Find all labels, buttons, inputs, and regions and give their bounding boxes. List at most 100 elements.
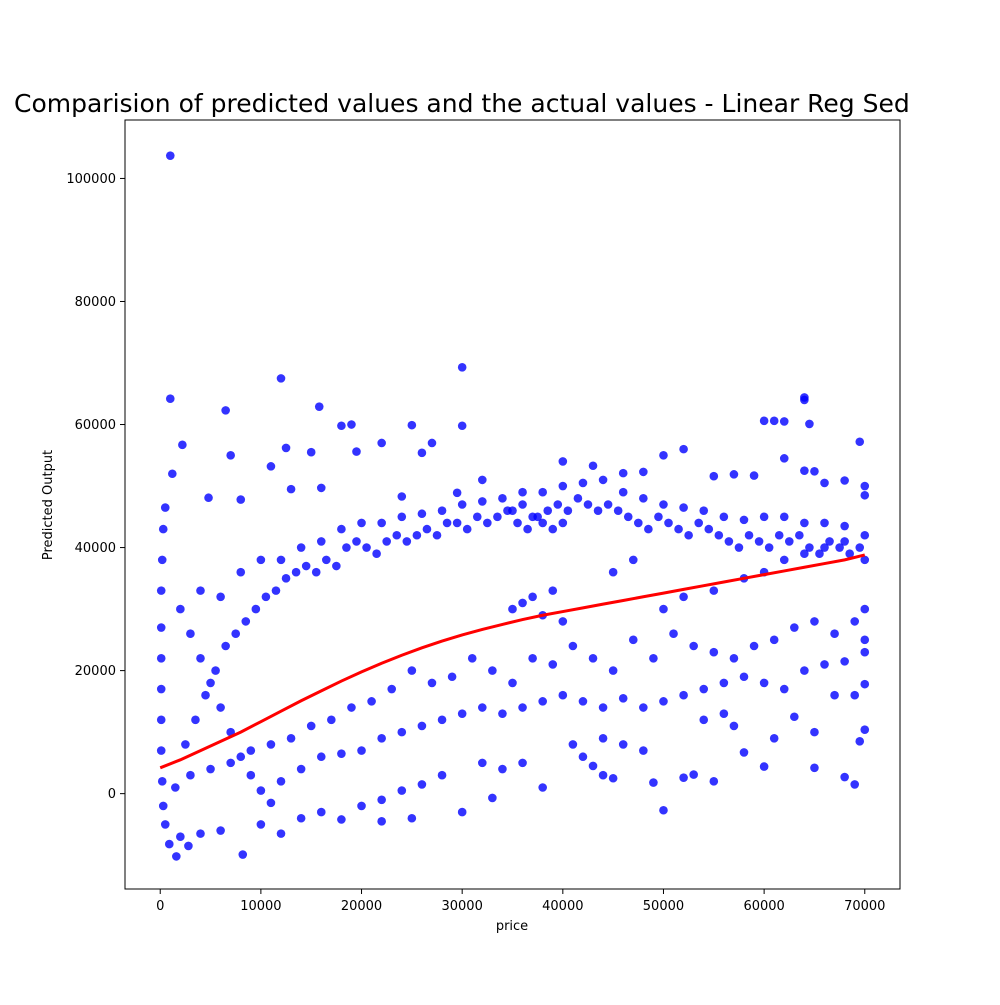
scatter-point bbox=[156, 746, 166, 755]
scatter-point bbox=[684, 530, 693, 540]
scatter-point bbox=[382, 537, 391, 546]
points-layer bbox=[156, 151, 870, 861]
scatter-point bbox=[719, 709, 729, 718]
scatter-point bbox=[855, 737, 865, 746]
scatter-point bbox=[191, 715, 200, 725]
scatter-point bbox=[588, 654, 598, 663]
scatter-point bbox=[314, 402, 324, 411]
scatter-point bbox=[478, 475, 487, 485]
scatter-point bbox=[452, 488, 462, 498]
scatter-point bbox=[779, 555, 789, 565]
scatter-point bbox=[719, 678, 729, 688]
scatter-point bbox=[840, 537, 849, 546]
scatter-point bbox=[598, 703, 608, 712]
scatter-point bbox=[649, 778, 658, 787]
scatter-point bbox=[518, 487, 527, 497]
scatter-point bbox=[407, 813, 417, 823]
scatter-point bbox=[457, 363, 467, 372]
scatter-point bbox=[437, 715, 447, 725]
scatter-point bbox=[558, 457, 568, 466]
scatter-point bbox=[186, 629, 195, 638]
scatter-point bbox=[558, 690, 568, 700]
scatter-point bbox=[739, 748, 749, 757]
scatter-point bbox=[573, 494, 583, 503]
scatter-point bbox=[156, 715, 166, 725]
scatter-point bbox=[664, 518, 673, 528]
scatter-point bbox=[478, 758, 487, 768]
scatter-point bbox=[699, 506, 709, 515]
scatter-point bbox=[679, 444, 688, 454]
scatter-point bbox=[201, 690, 210, 700]
scatter-point bbox=[165, 151, 175, 160]
scatter-point bbox=[689, 641, 698, 651]
plot-frame bbox=[124, 119, 901, 890]
scatter-point bbox=[447, 672, 457, 682]
scatter-point bbox=[347, 703, 356, 712]
scatter-point bbox=[618, 740, 628, 749]
scatter-point bbox=[805, 419, 814, 429]
scatter-point bbox=[498, 764, 507, 774]
x-tick-label: 0 bbox=[156, 899, 164, 914]
scatter-point bbox=[618, 487, 628, 497]
scatter-point bbox=[186, 770, 195, 780]
scatter-point bbox=[352, 447, 361, 456]
scatter-point bbox=[679, 503, 688, 512]
scatter-point bbox=[709, 647, 719, 657]
x-tick-label: 70000 bbox=[844, 899, 885, 914]
scatter-point bbox=[286, 733, 296, 743]
scatter-point bbox=[709, 777, 719, 786]
scatter-point bbox=[659, 450, 668, 460]
scatter-point bbox=[296, 813, 306, 823]
scatter-point bbox=[457, 807, 467, 817]
scatter-point bbox=[417, 780, 427, 789]
scatter-point bbox=[417, 448, 427, 458]
scatter-point bbox=[583, 500, 593, 509]
scatter-point bbox=[815, 549, 824, 559]
scatter-point bbox=[820, 543, 829, 552]
scatter-point bbox=[654, 512, 663, 522]
scatter-point bbox=[226, 758, 235, 768]
scatter-point bbox=[709, 586, 719, 595]
scatter-point bbox=[397, 492, 407, 501]
y-tick-label: 20000 bbox=[75, 664, 116, 679]
scatter-point bbox=[578, 697, 588, 706]
x-tick-label: 20000 bbox=[341, 899, 382, 914]
scatter-point bbox=[337, 815, 346, 824]
scatter-point bbox=[322, 555, 331, 565]
scatter-point bbox=[724, 537, 734, 546]
x-tick-label: 40000 bbox=[542, 899, 583, 914]
scatter-point bbox=[860, 647, 870, 657]
scatter-point bbox=[613, 506, 623, 515]
scatter-point bbox=[422, 524, 432, 534]
scatter-point bbox=[860, 481, 870, 491]
scatter-point bbox=[503, 506, 512, 515]
scatter-point bbox=[316, 807, 326, 817]
scatter-point bbox=[211, 666, 220, 675]
scatter-point bbox=[749, 471, 759, 480]
scatter-point bbox=[156, 586, 166, 595]
scatter-point bbox=[271, 586, 281, 595]
x-tick-label: 30000 bbox=[441, 899, 482, 914]
scatter-point bbox=[478, 497, 487, 506]
y-axis: 0 20000 40000 60000 80000 100000 bbox=[66, 172, 125, 802]
scatter-point bbox=[759, 762, 769, 771]
scatter-point bbox=[714, 530, 724, 540]
scatter-point bbox=[774, 530, 784, 540]
scatter-point bbox=[779, 684, 789, 694]
scatter-point bbox=[704, 524, 714, 534]
scatter-point bbox=[397, 727, 407, 737]
scatter-point bbox=[558, 518, 568, 528]
scatter-point bbox=[548, 524, 558, 534]
scatter-point bbox=[462, 524, 472, 534]
scatter-point bbox=[558, 617, 568, 626]
scatter-point bbox=[840, 657, 849, 666]
scatter-point bbox=[543, 506, 553, 515]
scatter-point bbox=[800, 518, 809, 528]
scatter-point bbox=[769, 635, 779, 645]
scatter-point bbox=[674, 524, 683, 534]
scatter-point bbox=[608, 567, 618, 577]
scatter-point bbox=[427, 438, 437, 448]
scatter-point bbox=[679, 773, 688, 782]
y-tick-label: 40000 bbox=[75, 541, 116, 556]
scatter-point bbox=[779, 417, 789, 426]
